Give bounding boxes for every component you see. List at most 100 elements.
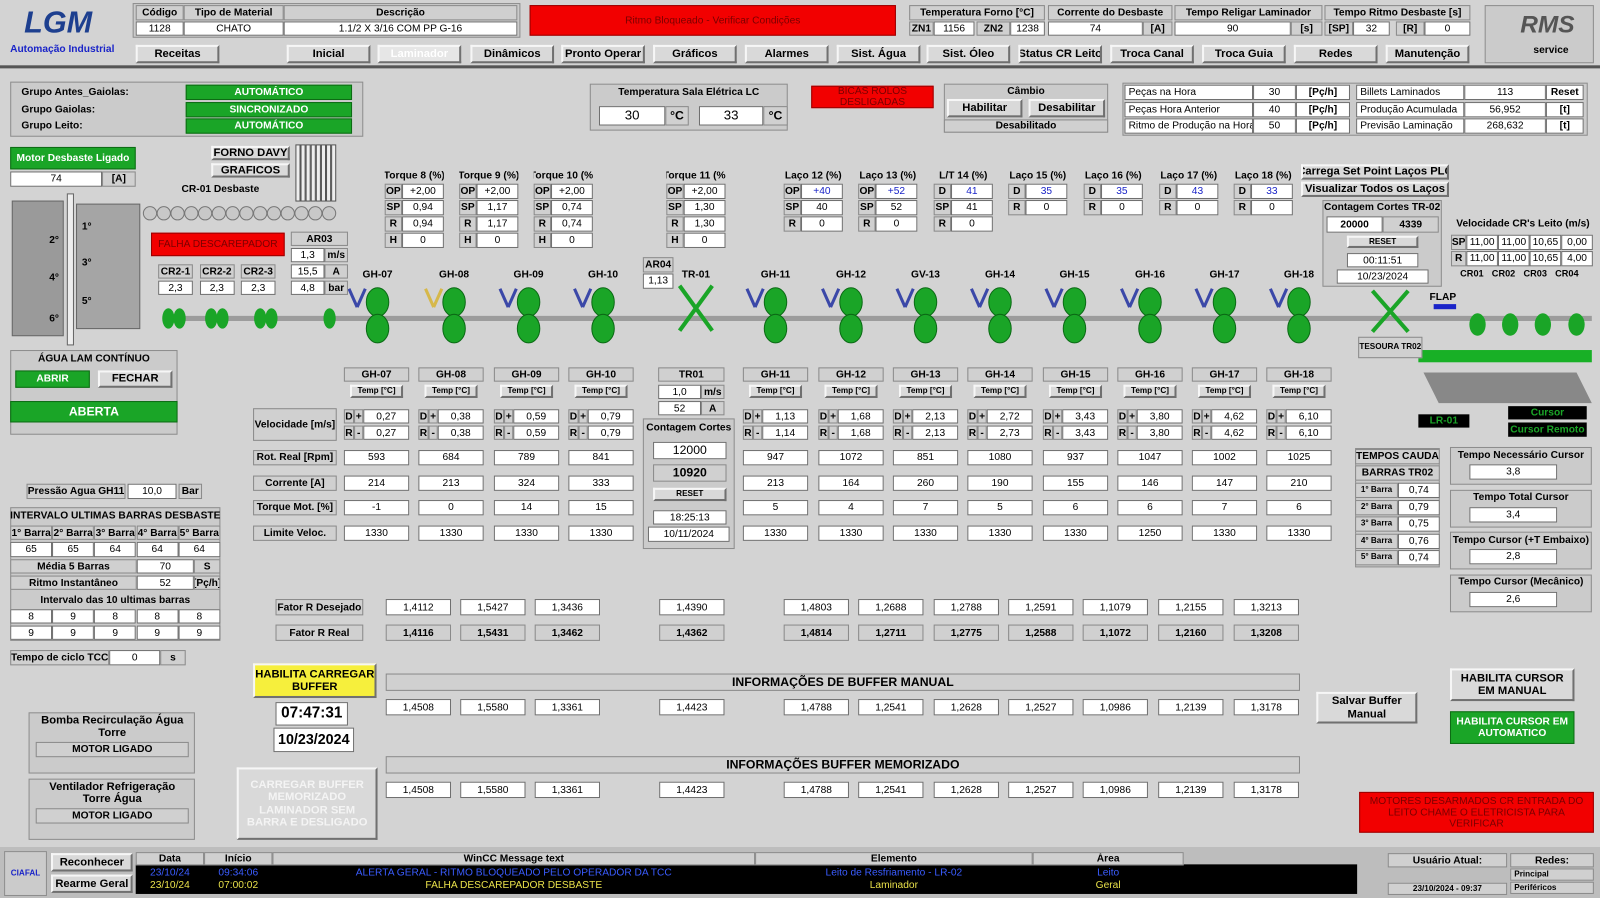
nav-button[interactable]: Receitas: [136, 45, 220, 63]
cursor-manual-button[interactable]: HABILITA CURSOR EM MANUAL: [1450, 668, 1574, 701]
loop-row-label: R: [1234, 200, 1251, 215]
temp-button[interactable]: Temp [°C]: [824, 385, 877, 398]
ritmo-r: 0: [1424, 21, 1470, 35]
cambio-disable[interactable]: Desabilitar: [1029, 99, 1106, 117]
loop-row-label: SP: [784, 200, 801, 215]
temp-button[interactable]: Temp [°C]: [574, 385, 627, 398]
stand-corrente: 164: [818, 476, 883, 491]
nav-button[interactable]: Pronto Operar: [561, 45, 645, 63]
graficos-button[interactable]: GRAFICOS: [211, 163, 290, 177]
stand-label: GH-18: [1273, 268, 1324, 281]
nav-button[interactable]: Troca Canal: [1110, 45, 1194, 63]
temp-button[interactable]: Temp [°C]: [749, 385, 802, 398]
cr2-name: CR2-1: [158, 264, 193, 278]
nav-button[interactable]: Manutenção: [1386, 45, 1470, 63]
vel-sign: +: [903, 409, 912, 423]
loop-row-label: SP: [858, 200, 875, 215]
logo-subtitle: Automação Industrial: [4, 41, 120, 57]
field-value: 1.1/2 X 3/16 COM PP G-16: [284, 21, 518, 35]
loop-title: Torque 10 (%): [534, 168, 593, 182]
vel-sign: -: [1277, 426, 1286, 440]
temp-button[interactable]: Temp [°C]: [1198, 385, 1251, 398]
loop-button[interactable]: Carrega Set Point Laços PLC: [1301, 164, 1449, 179]
loop-button[interactable]: Visualizar Todos os Laços: [1301, 181, 1449, 196]
stand-torque: 7: [1192, 500, 1257, 515]
entry-roll: [265, 308, 277, 328]
temp-button[interactable]: Temp [°C]: [1123, 385, 1176, 398]
vel-value: 3,43: [1062, 409, 1108, 423]
vel-value: 6,10: [1286, 409, 1332, 423]
vel-sign: -: [579, 426, 588, 440]
clock: 07:47:31: [276, 702, 348, 725]
loop-row-label: D: [1008, 184, 1025, 199]
agua-open[interactable]: ABRIR: [15, 370, 89, 387]
vel-sign: +: [1277, 409, 1286, 423]
flap: [1434, 304, 1456, 309]
agua-close[interactable]: FECHAR: [98, 370, 172, 387]
temp-button[interactable]: Temp [°C]: [500, 385, 553, 398]
vel-value: 1,68: [838, 409, 884, 423]
forno-davy-button[interactable]: FORNO DAVY: [211, 146, 290, 160]
roll: [840, 288, 862, 317]
vel-mark: R: [1192, 426, 1202, 440]
vel-mark: R: [743, 426, 753, 440]
message-cell: 23/10/24: [136, 866, 204, 878]
stand-limite: 1330: [1043, 526, 1108, 541]
stand-rot: 789: [494, 450, 559, 465]
loop-row-label: R: [534, 216, 551, 231]
pass-label: 6°: [46, 312, 62, 324]
tr02-reset[interactable]: RESET: [1347, 236, 1418, 248]
temp-button[interactable]: Temp [°C]: [1049, 385, 1102, 398]
religar-unit: [s]: [1291, 21, 1323, 35]
temp-button[interactable]: Temp [°C]: [424, 385, 477, 398]
nav-button[interactable]: Gráficos: [653, 45, 737, 63]
stand-corrente: 213: [743, 476, 808, 491]
loop-row-value: 35: [1026, 184, 1068, 199]
loop-row-label: R: [666, 216, 683, 231]
buffer-mem-title: INFORMAÇÕES BUFFER MEMORIZADO: [386, 756, 1300, 773]
roll: [366, 314, 388, 343]
stand-header: GH-18: [1266, 367, 1331, 381]
load-mem-buffer[interactable]: CARREGAR BUFFER MEMORIZADO LAMINADOR SEM…: [237, 767, 378, 839]
nav-button[interactable]: Alarmes: [745, 45, 829, 63]
temp-button[interactable]: Temp [°C]: [899, 385, 952, 398]
nav-button[interactable]: Status CR Leito: [1018, 45, 1102, 63]
tr01-reset[interactable]: RESET: [653, 488, 726, 501]
group-value: AUTOMÁTICO: [186, 118, 352, 133]
vel-value: 1,68: [838, 426, 884, 440]
cursor-auto-button[interactable]: HABILITA CURSOR EM AUTOMATICO: [1450, 711, 1574, 744]
vel-value: 1,14: [762, 426, 808, 440]
nav-button[interactable]: Sist. Óleo: [927, 45, 1011, 63]
field-label: Tipo de Material: [184, 5, 284, 20]
motor-status: Motor Desbaste Ligado: [10, 147, 136, 169]
vel-mark: R: [418, 426, 428, 440]
entry-roll: [205, 308, 217, 328]
guide: [1270, 289, 1286, 307]
reset-button[interactable]: Rearme Geral: [51, 875, 133, 893]
save-buffer[interactable]: Salvar Buffer Manual: [1316, 692, 1417, 724]
nav-button[interactable]: Redes: [1294, 45, 1378, 63]
nav-button[interactable]: Laminador: [378, 45, 462, 63]
sala-title: Temperatura Sala Elétrica LC: [590, 85, 788, 99]
intervalo-header: 3° Barra: [94, 526, 136, 540]
temp-button[interactable]: Temp [°C]: [1272, 385, 1325, 398]
temp-button[interactable]: Temp [°C]: [350, 385, 403, 398]
vel-mark: R: [967, 426, 977, 440]
habilita-buffer[interactable]: HABILITA CARREGAR BUFFER: [253, 663, 376, 698]
nav-button[interactable]: Dinâmicos: [470, 45, 554, 63]
ar03-title: AR03: [291, 232, 348, 246]
stand-corrente: 333: [568, 476, 633, 491]
vel-mark: R: [344, 426, 354, 440]
buffer-manual: 1,0986: [1083, 699, 1148, 715]
nav-button[interactable]: Inicial: [287, 45, 371, 63]
ack-button[interactable]: Reconhecer: [51, 853, 133, 871]
loop-row-label: H: [534, 233, 551, 248]
velcr-value: 11,00: [1498, 235, 1530, 250]
cambio-enable[interactable]: Habilitar: [947, 99, 1023, 117]
religar-value: 90: [1174, 21, 1290, 35]
prod-label: Ritmo de Produção na Hora: [1124, 118, 1253, 133]
nav-button[interactable]: Troca Guia: [1202, 45, 1286, 63]
stand-torque: 5: [743, 500, 808, 515]
nav-button[interactable]: Sist. Água: [837, 45, 921, 63]
temp-button[interactable]: Temp [°C]: [973, 385, 1026, 398]
